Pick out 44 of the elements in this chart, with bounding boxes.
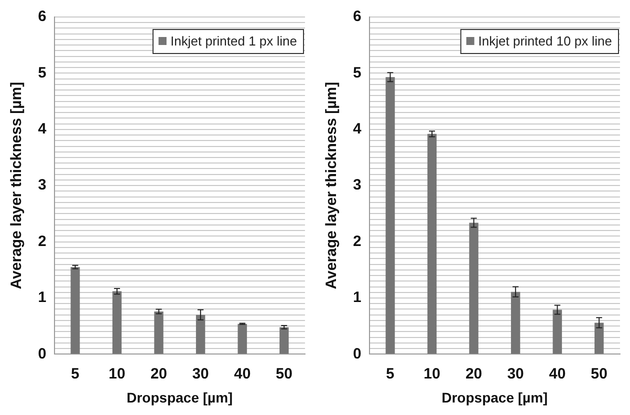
x-tick-label: 20 — [465, 365, 482, 382]
x-tick-label: 10 — [108, 365, 126, 382]
y-tick-label: 3 — [353, 176, 362, 194]
bar — [238, 324, 247, 354]
x-tick-label: 40 — [234, 365, 251, 382]
y-tick-label: 6 — [38, 8, 46, 26]
bar — [552, 310, 562, 354]
x-axis-title: Dropspace [µm] — [442, 389, 548, 406]
y-tick-label: 5 — [353, 64, 362, 82]
x-tick-label: 30 — [192, 365, 209, 382]
y-tick-label: 4 — [353, 120, 362, 138]
y-axis-title: Average layer thickness [µm] — [8, 82, 26, 290]
bar — [154, 311, 164, 354]
x-tick-label: 50 — [590, 365, 608, 382]
bar — [280, 327, 289, 354]
y-tick-label: 6 — [353, 8, 362, 26]
y-tick-label: 0 — [38, 345, 46, 362]
y-tick-label: 3 — [38, 176, 46, 194]
y-axis-title: Average layer thickness [µm] — [323, 82, 340, 290]
bar — [386, 77, 395, 354]
y-tick-label: 1 — [38, 289, 46, 306]
y-tick-label: 1 — [353, 289, 362, 306]
bar — [112, 291, 122, 354]
bar — [594, 322, 604, 354]
bar — [469, 222, 478, 354]
y-tick-label: 2 — [353, 232, 362, 250]
bar — [510, 292, 520, 354]
x-tick-label: 30 — [507, 365, 524, 382]
x-tick-label: 40 — [548, 365, 566, 382]
legend-label: Inkjet printed 10 px line — [478, 34, 612, 49]
bar — [70, 267, 80, 354]
x-tick-label: 50 — [276, 365, 292, 382]
bar — [427, 134, 437, 354]
x-tick-label: 5 — [386, 365, 394, 382]
y-tick-label: 4 — [38, 120, 47, 138]
y-tick-label: 0 — [353, 345, 362, 362]
x-tick-label: 20 — [150, 365, 168, 382]
bar — [196, 314, 206, 354]
y-tick-label: 5 — [38, 64, 46, 82]
x-tick-label: 5 — [71, 365, 80, 382]
legend-label: Inkjet printed 1 px line — [170, 34, 298, 49]
y-tick-label: 2 — [38, 232, 46, 250]
x-tick-label: 10 — [424, 365, 440, 382]
x-axis-title: Dropspace [µm] — [126, 389, 233, 406]
